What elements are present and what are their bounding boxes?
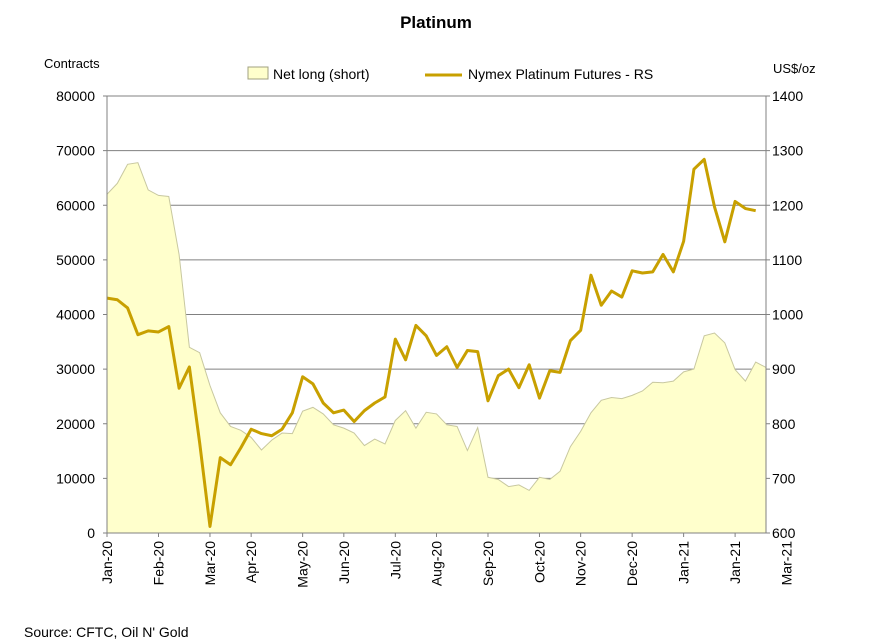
right-axis-ticks: 600 700 800 900 1000 1100 1200 1300 1400 [766,88,803,541]
legend-swatch-net-long [247,66,269,80]
right-tick-label: 800 [772,416,796,432]
left-tick-label: 60000 [56,197,95,213]
right-tick-label: 1400 [772,88,803,104]
x-axis-ticks: Jan-20 Feb-20 Mar-20 Apr-20 May-20 Jun-20 Jul-… [99,533,795,588]
legend-label-net-long: Net long (short) [273,66,369,82]
x-tick-label: Mar-20 [202,541,218,586]
right-tick-label: 1300 [772,143,803,159]
chart-title: Platinum [400,13,472,32]
left-tick-label: 30000 [56,361,95,377]
x-tick-label: Feb-20 [150,541,166,586]
platinum-price-line [106,157,757,528]
x-tick-label: Jan-21 [676,541,692,584]
source-note: Source: CFTC, Oil N' Gold [24,624,189,640]
right-tick-label: 1200 [772,197,803,213]
right-tick-label: 900 [772,361,796,377]
x-tick-label: Mar-21 [779,541,795,586]
left-tick-label: 0 [87,525,95,541]
right-axis-unit: US$/oz [773,61,816,76]
right-tick-label: 1000 [772,307,803,323]
right-tick-label: 600 [772,525,796,541]
left-tick-label: 50000 [56,252,95,268]
x-tick-label: Jul-20 [387,541,403,579]
platinum-price-line-layer [106,157,757,528]
left-tick-label: 70000 [56,143,95,159]
legend: Net long (short) Nymex Platinum Futures … [247,66,653,82]
left-tick-label: 10000 [56,470,95,486]
legend-label-platinum-futures: Nymex Platinum Futures - RS [468,66,653,82]
x-tick-label: Nov-20 [573,541,589,586]
left-axis-ticks: 0 10000 20000 30000 40000 50000 60000 70000 8000… [56,88,107,541]
left-tick-label: 80000 [56,88,95,104]
x-tick-label: Oct-20 [531,541,547,583]
x-tick-label: Apr-20 [243,541,259,583]
x-tick-label: Dec-20 [624,541,640,586]
net-long-area-layer [106,162,767,534]
right-tick-label: 1100 [772,252,802,268]
left-tick-label: 20000 [56,416,95,432]
x-tick-label: Jan-21 [727,541,743,584]
x-tick-label: Jun-20 [336,541,352,584]
net-long-area [106,162,767,534]
x-tick-label: Aug-20 [429,541,445,586]
x-tick-label: Sep-20 [480,541,496,586]
x-tick-label: May-20 [295,541,311,588]
x-tick-label: Jan-20 [99,541,115,584]
left-tick-label: 40000 [56,307,95,323]
right-tick-label: 700 [772,470,796,486]
left-axis-unit: Contracts [44,56,100,71]
